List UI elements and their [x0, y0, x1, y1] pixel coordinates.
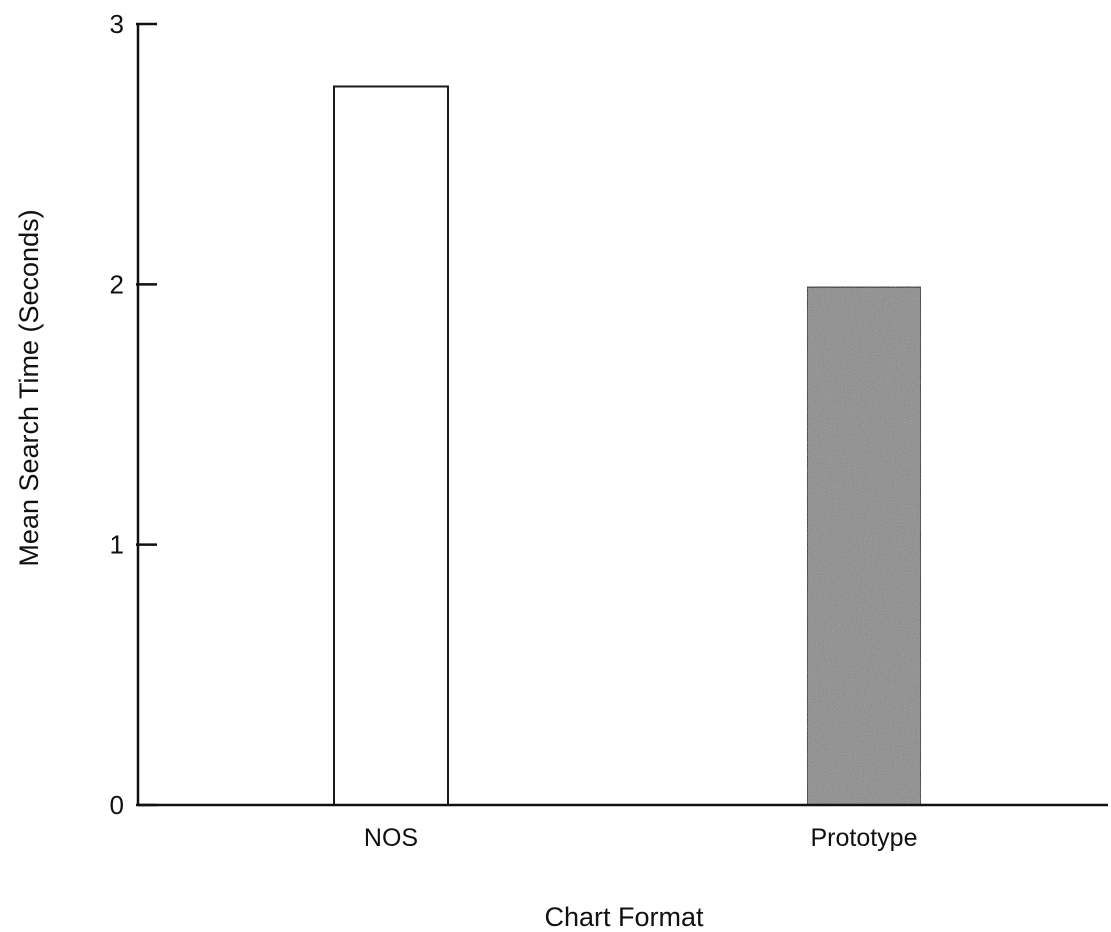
x-axis-title: Chart Format — [544, 902, 704, 932]
y-tick-label: 3 — [110, 9, 124, 39]
x-axis-categories: NOS Prototype — [364, 824, 918, 852]
bar-prototype — [806, 285, 922, 807]
x-category-label: Prototype — [810, 824, 917, 852]
y-tick-label: 0 — [110, 790, 124, 820]
y-axis-title: Mean Search Time (Seconds) — [14, 209, 44, 566]
bars — [333, 85, 922, 807]
y-tick-label: 2 — [110, 269, 124, 299]
y-axis-ticks: 0 1 2 3 — [110, 9, 157, 820]
y-tick-label: 1 — [110, 530, 124, 560]
bar-nos — [333, 85, 449, 807]
x-category-label: NOS — [364, 824, 418, 852]
